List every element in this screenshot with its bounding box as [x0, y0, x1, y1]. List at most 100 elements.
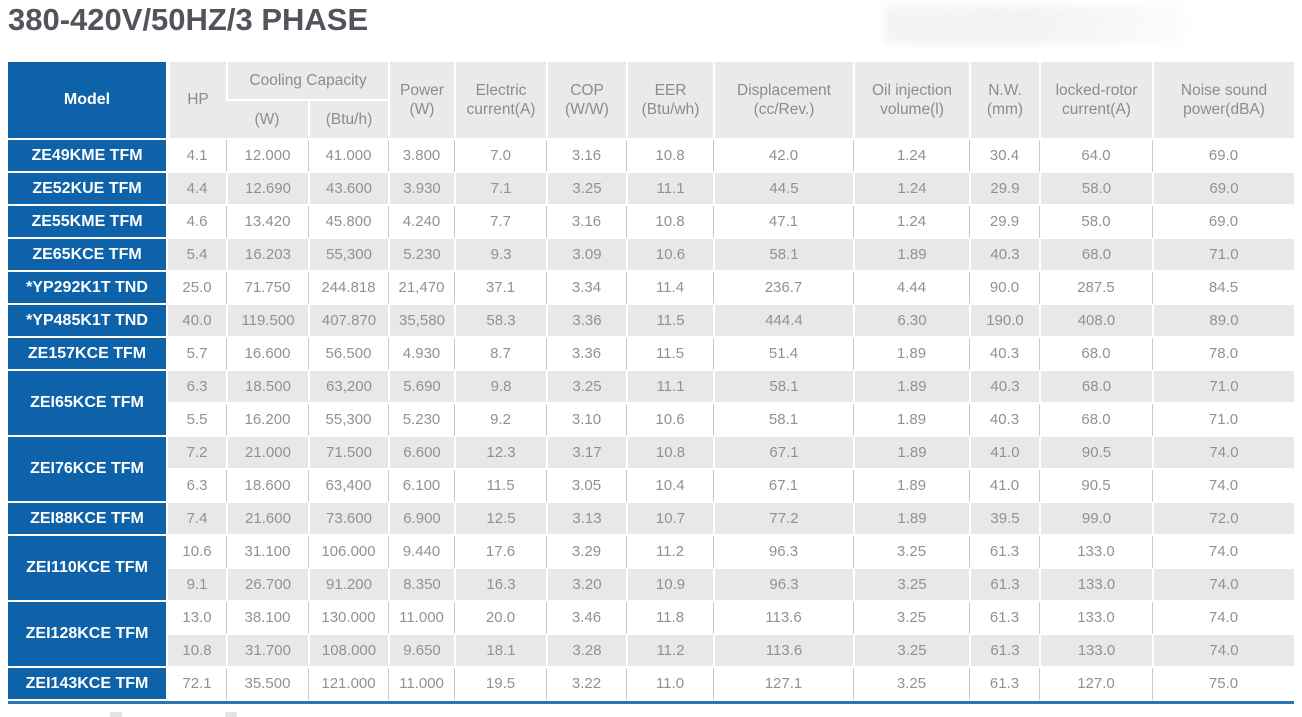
data-cell: 11.4	[626, 272, 713, 305]
data-cell: 38.100	[226, 602, 308, 635]
data-cell: 96.3	[713, 536, 853, 569]
table-row: ZE157KCE TFM 5.7 16.600 56.500 4.930 8.7 3.36 1…	[8, 338, 1294, 371]
data-cell: 4.1	[168, 140, 226, 173]
data-cell: 7.4	[168, 503, 226, 536]
data-cell: 119.500	[226, 305, 308, 338]
data-cell: 10.7	[626, 503, 713, 536]
data-cell: 3.20	[546, 569, 626, 602]
data-cell: 11.000	[388, 602, 454, 635]
data-cell: 106.000	[308, 536, 388, 569]
data-cell: 72.1	[168, 668, 226, 701]
data-cell: 89.0	[1152, 305, 1294, 338]
data-cell: 12.690	[226, 173, 308, 206]
data-cell: 18.600	[226, 470, 308, 503]
table-row: ZEI65KCE TFM 6.3 18.500 63,200 5.690 9.8 3.25 1…	[8, 371, 1294, 437]
data-cell: 5.5	[168, 404, 226, 437]
data-cell: 408.0	[1039, 305, 1152, 338]
data-cell: 6.3	[168, 371, 226, 404]
table-row: ZEI143KCE TFM 72.1 35.500 121.000 11.000 19.5…	[8, 668, 1294, 701]
table-row: 9.1 26.700 91.200 8.350 16.3 3.20 10.9 96.3 3.25…	[8, 569, 1294, 602]
data-cell: 11.0	[626, 668, 713, 701]
data-cell: 6.600	[388, 437, 454, 470]
header-cooling-sub: (W)	[226, 101, 308, 140]
data-cell: 1.89	[853, 239, 969, 272]
data-cell: 74.0	[1152, 602, 1294, 635]
data-cell: 90.5	[1039, 470, 1152, 503]
data-cell: 37.1	[454, 272, 546, 305]
data-cell: 30.4	[969, 140, 1039, 173]
data-cell: 4.930	[388, 338, 454, 371]
header-row-1: Model HP Cooling Capacity Power (W) Electric c…	[8, 62, 1294, 140]
data-cell: 63,400	[308, 470, 388, 503]
data-cell: 3.10	[546, 404, 626, 437]
data-cell: 55,300	[308, 239, 388, 272]
data-cell: 11.1	[626, 173, 713, 206]
data-cell: 71.0	[1152, 371, 1294, 404]
data-cell: 11.5	[626, 305, 713, 338]
data-cell: 11.000	[388, 668, 454, 701]
data-cell: 287.5	[1039, 272, 1152, 305]
header-row-2: (W) (Btu/h)	[8, 101, 1294, 140]
data-cell: 133.0	[1039, 602, 1152, 635]
header-model: Model	[8, 62, 168, 140]
data-cell: 10.8	[168, 635, 226, 668]
data-cell: 71.0	[1152, 239, 1294, 272]
data-cell: 3.800	[388, 140, 454, 173]
model-cell: ZE49KME TFM	[8, 140, 168, 173]
data-cell: 61.3	[969, 536, 1039, 569]
data-cell: 3.25	[546, 173, 626, 206]
data-cell: 51.4	[713, 338, 853, 371]
data-cell: 9.3	[454, 239, 546, 272]
model-cell: ZEI143KCE TFM	[8, 668, 168, 701]
data-cell: 6.3	[168, 470, 226, 503]
header-cop: COP (W/W)	[546, 62, 626, 140]
data-cell: 13.420	[226, 206, 308, 239]
data-cell: 11.1	[626, 371, 713, 404]
data-cell: 133.0	[1039, 569, 1152, 602]
data-cell: 7.2	[168, 437, 226, 470]
data-cell: 21.600	[226, 503, 308, 536]
data-cell: 78.0	[1152, 338, 1294, 371]
data-cell: 56.500	[308, 338, 388, 371]
data-cell: 77.2	[713, 503, 853, 536]
header-cooling-sub: (Btu/h)	[308, 101, 388, 140]
data-cell: 7.1	[454, 173, 546, 206]
data-cell: 9.8	[454, 371, 546, 404]
table-row: ZE55KME TFM 4.6 13.420 45.800 4.240 7.7 3.16 10…	[8, 206, 1294, 239]
data-cell: 5.690	[388, 371, 454, 404]
data-cell: 1.24	[853, 206, 969, 239]
data-cell: 67.1	[713, 470, 853, 503]
data-cell: 40.3	[969, 239, 1039, 272]
data-cell: 61.3	[969, 635, 1039, 668]
data-cell: 17.6	[454, 536, 546, 569]
data-cell: 1.89	[853, 437, 969, 470]
data-cell: 444.4	[713, 305, 853, 338]
data-cell: 40.3	[969, 338, 1039, 371]
data-cell: 61.3	[969, 602, 1039, 635]
table-row: ZEI128KCE TFM 13.0 38.100 130.000 11.000 20.0…	[8, 602, 1294, 668]
table-row: *YP292K1T TND 25.0 71.750 244.818 21,470 37.1…	[8, 272, 1294, 305]
header-oil-injection: Oil injection volume(l)	[853, 62, 969, 140]
data-cell: 58.1	[713, 404, 853, 437]
data-cell: 39.5	[969, 503, 1039, 536]
data-cell: 133.0	[1039, 536, 1152, 569]
data-cell: 16.203	[226, 239, 308, 272]
data-cell: 4.6	[168, 206, 226, 239]
data-cell: 31.100	[226, 536, 308, 569]
model-cell: ZEI128KCE TFM	[8, 602, 168, 668]
data-cell: 130.000	[308, 602, 388, 635]
data-cell: 40.3	[969, 371, 1039, 404]
data-cell: 68.0	[1039, 338, 1152, 371]
table-row: ZEI110KCE TFM 10.6 31.100 106.000 9.440 17.6 3…	[8, 536, 1294, 602]
data-cell: 4.44	[853, 272, 969, 305]
data-cell: 74.0	[1152, 470, 1294, 503]
data-cell: 3.25	[546, 371, 626, 404]
data-cell: 9.650	[388, 635, 454, 668]
data-cell: 6.30	[853, 305, 969, 338]
model-cell: ZEI110KCE TFM	[8, 536, 168, 602]
data-cell: 21,470	[388, 272, 454, 305]
model-cell: ZEI65KCE TFM	[8, 371, 168, 437]
model-cell: ZE55KME TFM	[8, 206, 168, 239]
data-cell: 16.200	[226, 404, 308, 437]
